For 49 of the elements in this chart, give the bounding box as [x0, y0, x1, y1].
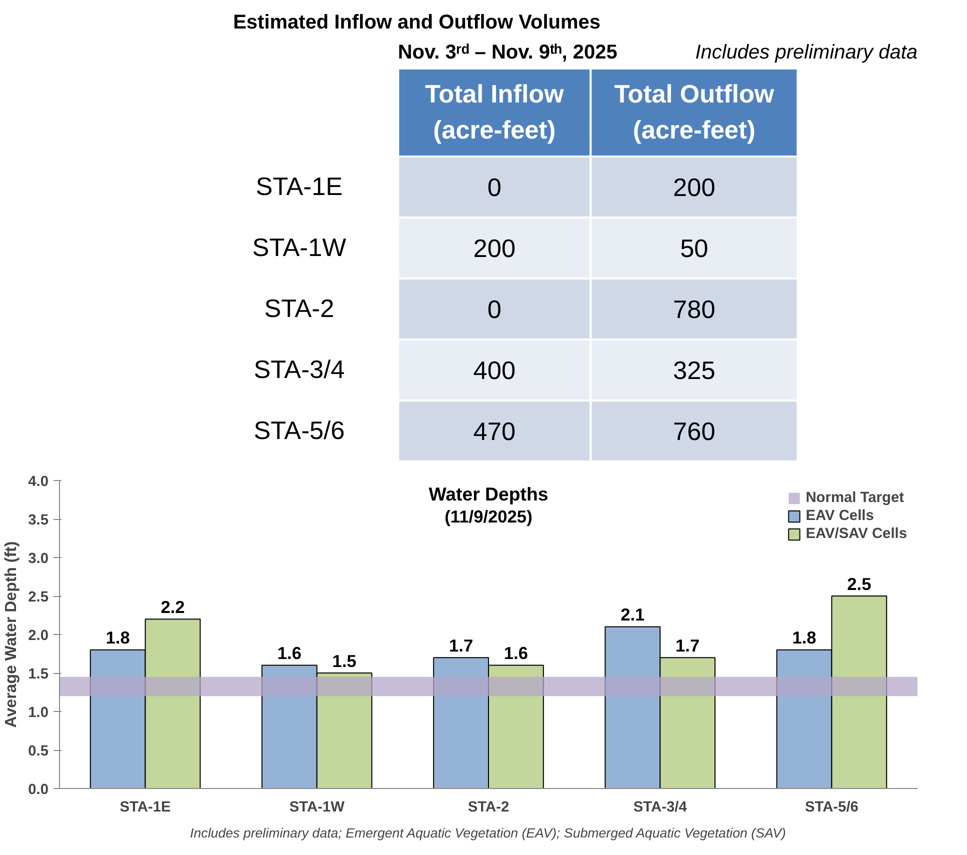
data-label: 2.1 [620, 604, 646, 625]
data-label: 2.2 [160, 596, 185, 617]
y-axis-title: Average Water Depth (ft) [3, 541, 20, 728]
data-label: 1.8 [792, 628, 817, 648]
data-label: 760 [673, 418, 716, 446]
x-tick-label: STA-3/4 [633, 800, 688, 816]
text: (11/9/2025) [444, 506, 532, 527]
y-tick-label: STA-5/6 [254, 417, 345, 445]
chart-title: Estimated Inflow and Outflow Volumes [233, 12, 601, 34]
x-tick-label: STA-5/6 [804, 800, 858, 816]
y-tick-label: 2.5 [28, 590, 48, 606]
y-tick-label: STA-1W [252, 234, 346, 262]
y-tick-label: 3.5 [28, 512, 48, 528]
legend-label: Normal Target [806, 490, 904, 506]
data-label: 0 [487, 174, 502, 202]
y-tick-label: 0.5 [28, 744, 48, 760]
y-tick-label: STA-1E [256, 173, 343, 201]
data-label: 1.7 [449, 635, 474, 656]
data-label: 400 [473, 357, 516, 385]
y-tick-label: 3.0 [28, 551, 48, 567]
x-tick-label: Total Outflow (acre-feet) [614, 80, 774, 145]
y-tick-label: STA-3/4 [254, 356, 345, 384]
y-tick-label: 0.0 [28, 782, 48, 798]
data-label: 470 [473, 418, 516, 446]
data-label: 0 [487, 296, 502, 324]
y-tick-label: 4.0 [28, 474, 48, 490]
x-tick-label: STA-1E [120, 800, 172, 816]
y-tick-label: STA-2 [264, 295, 334, 323]
y-tick-label: 1.5 [28, 666, 48, 682]
text: Includes preliminary data; Emergent Aquatic Vegetation (EAV); Submerged Aquatic Vegetation (SAV) [190, 826, 786, 840]
y-tick-label: 1.0 [28, 705, 48, 721]
chart-title: Water Depths [428, 484, 548, 505]
chart-subtitle: Nov. 3ʳᵈ – Nov. 9ᵗʰ, 2025 [398, 42, 618, 64]
data-label: 1.7 [676, 635, 700, 656]
data-label: 200 [673, 174, 716, 202]
data-label: 1.8 [106, 628, 130, 648]
data-label: 1.6 [277, 643, 302, 664]
data-label: 50 [680, 235, 708, 263]
y-tick-label: 2.0 [28, 628, 48, 644]
legend-label: EAV Cells [806, 508, 874, 524]
x-tick-label: STA-2 [468, 800, 510, 816]
data-label: 325 [673, 357, 716, 385]
data-label: 2.5 [847, 574, 872, 594]
data-label: 200 [473, 235, 516, 263]
x-tick-label: Total Inflow (acre-feet) [425, 80, 564, 145]
text: Includes preliminary data [695, 42, 918, 64]
legend-label: EAV/SAV Cells [806, 526, 907, 542]
data-label: 1.6 [504, 643, 528, 664]
data-label: 780 [673, 296, 716, 324]
